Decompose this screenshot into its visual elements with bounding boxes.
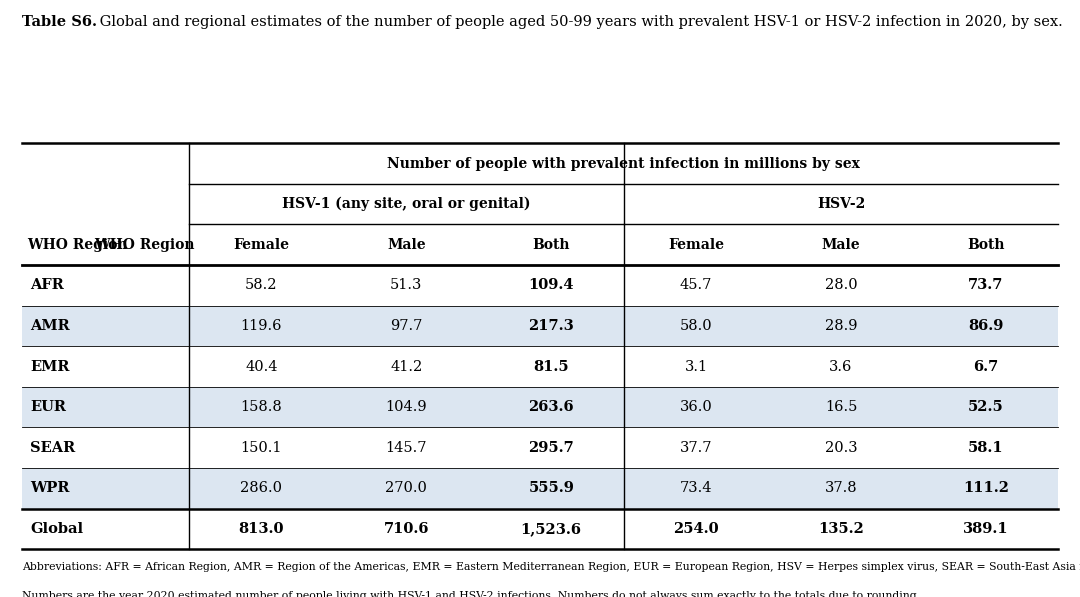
Text: EUR: EUR [30,400,66,414]
Text: 40.4: 40.4 [245,359,278,374]
Text: 73.4: 73.4 [680,481,713,496]
Text: 270.0: 270.0 [386,481,428,496]
Text: 28.0: 28.0 [825,278,858,293]
Text: SEAR: SEAR [30,441,76,455]
Text: 135.2: 135.2 [819,522,864,536]
Text: Table S6.: Table S6. [22,15,96,29]
Text: 41.2: 41.2 [390,359,422,374]
Text: 3.6: 3.6 [829,359,853,374]
Text: 109.4: 109.4 [528,278,573,293]
Text: Female: Female [669,238,725,252]
Text: 150.1: 150.1 [241,441,282,455]
Bar [22,387,1058,427]
Text: Abbreviations: AFR = African Region, AMR = Region of the Americas, EMR = Eastern: Abbreviations: AFR = African Region, AMR… [22,562,1080,573]
Text: 555.9: 555.9 [528,481,575,496]
Text: 97.7: 97.7 [390,319,422,333]
Text: 86.9: 86.9 [969,319,1003,333]
Text: 111.2: 111.2 [963,481,1009,496]
Text: 58.2: 58.2 [245,278,278,293]
Text: 263.6: 263.6 [528,400,575,414]
Text: 51.3: 51.3 [390,278,422,293]
Text: 286.0: 286.0 [241,481,283,496]
Text: 217.3: 217.3 [528,319,575,333]
Text: Female: Female [233,238,289,252]
Text: Numbers are the year 2020 estimated number of people living with HSV-1 and HSV-2: Numbers are the year 2020 estimated numb… [22,591,919,597]
Text: 710.6: 710.6 [383,522,429,536]
Text: 20.3: 20.3 [825,441,858,455]
Text: WPR: WPR [30,481,70,496]
Bar [22,306,1058,346]
Text: HSV-2: HSV-2 [816,197,865,211]
Text: 119.6: 119.6 [241,319,282,333]
Text: 158.8: 158.8 [241,400,282,414]
Text: WHO Region: WHO Region [95,238,195,252]
Text: 37.7: 37.7 [680,441,713,455]
Text: 389.1: 389.1 [963,522,1009,536]
Text: 45.7: 45.7 [680,278,713,293]
Text: 81.5: 81.5 [534,359,569,374]
Text: Global: Global [30,522,83,536]
Text: Male: Male [822,238,861,252]
Bar [22,468,1058,509]
Text: 254.0: 254.0 [673,522,719,536]
Text: 1,523.6: 1,523.6 [521,522,582,536]
Text: 58.1: 58.1 [968,441,1003,455]
Text: 52.5: 52.5 [968,400,1003,414]
Text: 6.7: 6.7 [973,359,999,374]
Text: Male: Male [387,238,426,252]
Text: EMR: EMR [30,359,70,374]
Text: 28.9: 28.9 [825,319,858,333]
Text: AFR: AFR [30,278,64,293]
Text: Global and regional estimates of the number of people aged 50-99 years with prev: Global and regional estimates of the num… [95,15,1063,29]
Text: HSV-1 (any site, oral or genital): HSV-1 (any site, oral or genital) [282,197,530,211]
Text: 73.7: 73.7 [969,278,1003,293]
Text: 37.8: 37.8 [825,481,858,496]
Text: 104.9: 104.9 [386,400,428,414]
Text: 295.7: 295.7 [528,441,575,455]
Text: 3.1: 3.1 [685,359,707,374]
Text: Both: Both [968,238,1004,252]
Text: AMR: AMR [30,319,70,333]
Text: 145.7: 145.7 [386,441,427,455]
Text: 16.5: 16.5 [825,400,858,414]
Text: Number of people with prevalent infection in millions by sex: Number of people with prevalent infectio… [388,156,860,171]
Text: 58.0: 58.0 [679,319,713,333]
Text: 36.0: 36.0 [679,400,713,414]
Text: WHO Region: WHO Region [27,238,127,252]
Text: 813.0: 813.0 [239,522,284,536]
Text: Both: Both [532,238,570,252]
